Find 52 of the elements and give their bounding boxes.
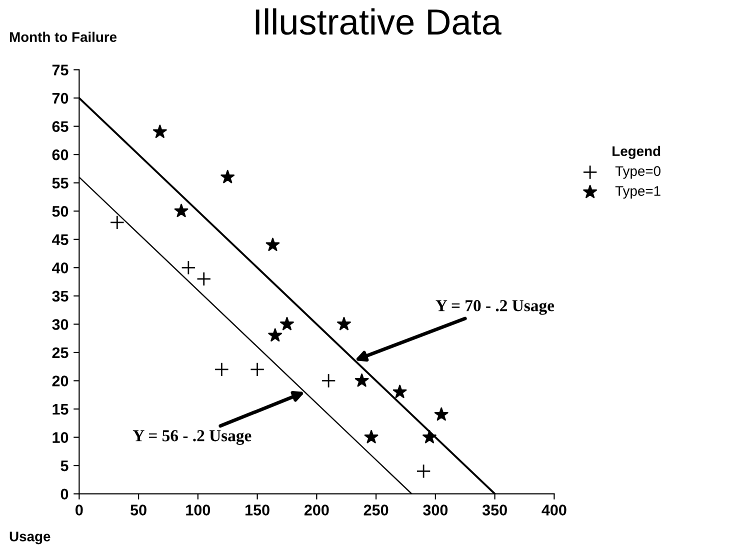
point: [110, 215, 124, 230]
x-tick-label: 400: [542, 504, 566, 516]
point: [434, 407, 448, 421]
point: [416, 464, 431, 478]
point: [280, 316, 294, 330]
y-tick-label: 40: [52, 262, 68, 274]
point: [220, 170, 235, 184]
point: [214, 362, 229, 377]
point: [152, 124, 167, 138]
y-tick-label: 70: [52, 92, 68, 104]
x-tick-label: 250: [364, 504, 388, 516]
y-tick-label: 35: [52, 290, 68, 302]
point: [364, 430, 378, 444]
point: [422, 430, 436, 444]
y-tick-label: 55: [52, 178, 68, 189]
y-tick-label: 25: [52, 347, 68, 358]
y-tick-label: 30: [52, 319, 68, 330]
annotation: Y = 70 - .2 Usage: [436, 300, 554, 315]
y-tick-label: 20: [52, 376, 68, 386]
annotation: Y = 56 - .2 Usage: [132, 430, 252, 445]
y-tick-label: 10: [52, 432, 68, 443]
y-tick-label: 5: [60, 460, 68, 472]
legend-label: Type=0: [615, 166, 660, 179]
x-tick-label: 50: [130, 504, 146, 516]
point: [321, 373, 336, 388]
x-tick-label: 150: [246, 504, 270, 516]
legend-title: Legend: [612, 146, 660, 159]
x-tick-label: 350: [482, 504, 507, 516]
y-tick-label: 0: [60, 488, 68, 500]
y-axis-title: Month to Failure: [10, 32, 117, 42]
y-tick-label: 15: [52, 404, 68, 415]
point: [392, 384, 407, 398]
y-tick-label: 65: [52, 121, 68, 132]
point: [266, 238, 280, 252]
point: [268, 328, 282, 342]
chart-title: Illustrative Data: [256, 8, 502, 35]
y-tick-label: 50: [52, 206, 68, 217]
point: [354, 373, 369, 387]
legend-label: Type=1: [615, 186, 660, 199]
x-tick-label: 100: [186, 504, 210, 516]
point: [196, 272, 212, 286]
point: [250, 362, 265, 377]
y-tick-label: 45: [52, 234, 68, 246]
x-tick-label: 200: [304, 504, 329, 516]
y-tick-label: 75: [52, 64, 68, 76]
x-axis-title: Usage: [10, 532, 50, 544]
point: [181, 260, 196, 275]
point: [337, 316, 351, 330]
x-tick-label: 0: [76, 504, 83, 516]
y-tick-label: 60: [52, 149, 68, 160]
point: [174, 204, 188, 218]
x-tick-label: 300: [423, 504, 448, 516]
